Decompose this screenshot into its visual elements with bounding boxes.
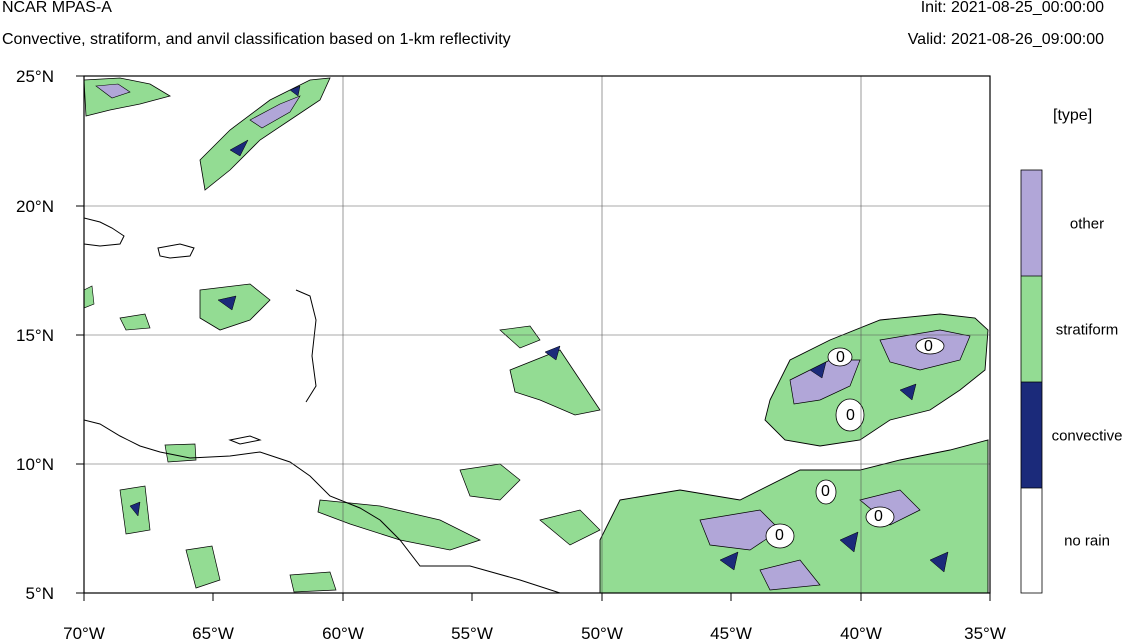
colorbar <box>1020 169 1043 594</box>
precip-cluster-central <box>459 325 601 501</box>
precip-band-south <box>317 439 989 593</box>
colorbar-swatch-other <box>1021 170 1042 276</box>
colorbar-label-convective: convective <box>1051 427 1123 445</box>
lon-label-55w: 55°W <box>451 624 493 643</box>
precip-cluster-southwest <box>119 443 337 593</box>
colorbar-label-stratiform: stratiform <box>1055 321 1119 339</box>
lat-label-20n: 20°N <box>16 197 54 216</box>
valid-time: Valid: 2021-08-26_09:00:00 <box>907 31 1104 48</box>
colorbar-swatch-convective <box>1021 382 1042 488</box>
lon-label-35w: 35°W <box>964 624 1006 643</box>
contour-label: 0 <box>924 338 933 355</box>
coastlines <box>84 217 561 593</box>
precip-field <box>84 77 989 593</box>
colorbar-label-no-rain: no rain <box>1064 532 1110 550</box>
contour-label: 0 <box>775 527 784 544</box>
map-subtitle: Convective, stratiform, and anvil classi… <box>2 31 511 48</box>
lon-label-65w: 65°W <box>192 624 234 643</box>
precip-cluster-northwest <box>84 77 331 191</box>
lon-label-45w: 45°W <box>710 624 752 643</box>
gridlines <box>84 76 990 593</box>
lon-label-60w: 60°W <box>322 624 364 643</box>
colorbar-label-other: other <box>1069 215 1105 233</box>
lon-label-50w: 50°W <box>581 624 623 643</box>
contour-label: 0 <box>874 508 883 525</box>
init-time: Init: 2021-08-25_00:00:00 <box>920 0 1104 16</box>
lon-label-70w: 70°W <box>63 624 105 643</box>
colorbar-swatch-stratiform <box>1021 276 1042 382</box>
contour-label: 0 <box>836 349 845 366</box>
lat-label-15n: 15°N <box>16 326 54 345</box>
lat-label-10n: 10°N <box>16 455 54 474</box>
contour-label: 0 <box>821 483 830 500</box>
lat-label-5n: 5°N <box>25 584 54 603</box>
precip-cluster-central-west <box>84 283 271 331</box>
lon-label-40w: 40°W <box>840 624 882 643</box>
tick-marks <box>76 75 991 601</box>
precip-cluster-east-north <box>764 313 989 447</box>
contour-label: 0 <box>846 407 855 424</box>
colorbar-swatch-no-rain <box>1021 488 1042 593</box>
map-title: NCAR MPAS-A <box>2 0 112 16</box>
colorbar-units: [type] <box>1053 107 1093 124</box>
lat-label-25n: 25°N <box>16 67 54 86</box>
